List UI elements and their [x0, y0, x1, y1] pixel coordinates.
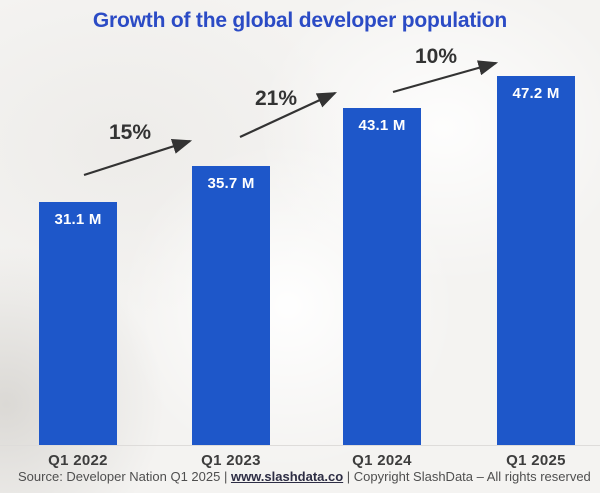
chart-title: Growth of the global developer populatio…: [92, 9, 508, 32]
bar-q1-2022: 31.1 M: [39, 202, 117, 445]
x-axis-label: Q1 2024: [352, 452, 412, 469]
source-suffix: | Copyright SlashData – All rights reser…: [343, 469, 591, 484]
x-axis-label: Q1 2025: [506, 452, 566, 469]
bar-q1-2023: 35.7 M: [192, 166, 270, 445]
bar-value-label: 31.1 M: [54, 211, 102, 228]
bar-value-label: 47.2 M: [512, 85, 560, 102]
x-axis-label: Q1 2022: [48, 452, 108, 469]
bar-value-label: 35.7 M: [207, 175, 255, 192]
bar-value-label: 43.1 M: [358, 117, 406, 134]
growth-arrow-icon: [392, 60, 499, 94]
growth-arrow-icon: [239, 92, 337, 138]
x-axis-line: [0, 445, 600, 446]
growth-arrow-icon: [83, 139, 193, 177]
bar-q1-2024: 43.1 M: [343, 108, 421, 445]
slashdata-link[interactable]: www.slashdata.co: [230, 469, 344, 484]
growth-percent-label: 15%: [108, 121, 152, 144]
x-axis-label: Q1 2023: [201, 452, 261, 469]
source-prefix: Source: Developer Nation Q1 2025 |: [18, 469, 231, 484]
growth-percent-label: 21%: [254, 87, 298, 110]
growth-percent-label: 10%: [414, 45, 458, 68]
source-text: Source: Developer Nation Q1 2025 | www.s…: [0, 469, 600, 484]
bar-q1-2025: 47.2 M: [497, 76, 575, 445]
